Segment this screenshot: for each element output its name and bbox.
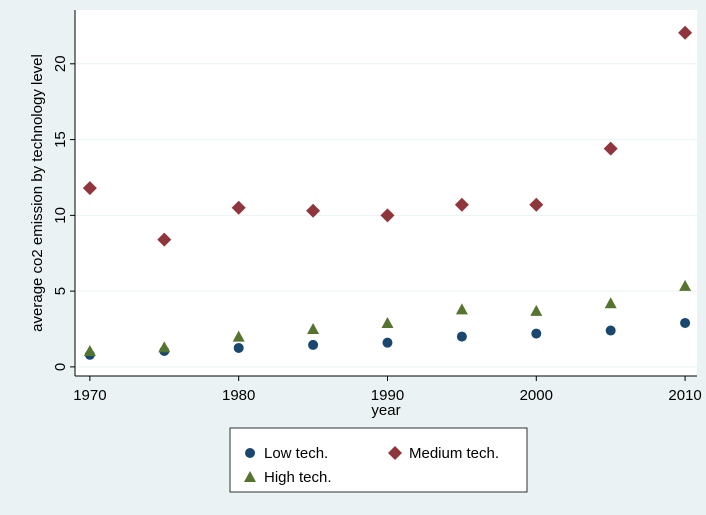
point <box>158 341 171 353</box>
point <box>231 200 246 215</box>
point <box>306 203 321 218</box>
point <box>233 342 244 353</box>
point <box>529 197 544 212</box>
point <box>605 325 616 336</box>
legend-marker <box>244 471 256 482</box>
point <box>381 316 394 328</box>
legend-box <box>229 427 528 493</box>
point <box>455 303 468 315</box>
legend-label: High tech. <box>264 469 332 486</box>
x-axis-title: year <box>371 402 400 419</box>
point <box>157 232 172 247</box>
point <box>380 208 395 223</box>
point <box>232 330 245 342</box>
legend-label: Medium tech. <box>409 445 499 462</box>
legend-marker <box>388 446 402 460</box>
plot-area <box>75 10 697 376</box>
legend-label: Low tech. <box>264 445 328 462</box>
legend-marker <box>245 448 255 458</box>
y-tick-label: 10 <box>52 207 69 224</box>
y-tick-label: 20 <box>52 55 69 72</box>
point <box>604 297 617 309</box>
point <box>83 344 96 356</box>
x-tick-label: 1970 <box>73 387 106 404</box>
y-axis-title: average co2 emission by technology level <box>29 54 46 332</box>
point <box>454 197 469 212</box>
point <box>603 141 618 156</box>
x-tick-label: 1990 <box>371 387 404 404</box>
point <box>530 304 543 316</box>
point <box>531 328 542 339</box>
x-tick-label: 1980 <box>222 387 255 404</box>
point <box>308 339 319 350</box>
y-tick-label: 15 <box>52 131 69 148</box>
x-tick-label: 2010 <box>668 387 701 404</box>
point <box>307 323 320 335</box>
y-tick-label: 0 <box>52 363 69 371</box>
y-tick-label: 5 <box>52 287 69 295</box>
point <box>456 331 467 342</box>
point <box>82 181 97 196</box>
point <box>382 337 393 348</box>
point <box>679 279 692 291</box>
point <box>680 317 691 328</box>
x-tick-label: 2000 <box>520 387 553 404</box>
point <box>678 25 693 40</box>
